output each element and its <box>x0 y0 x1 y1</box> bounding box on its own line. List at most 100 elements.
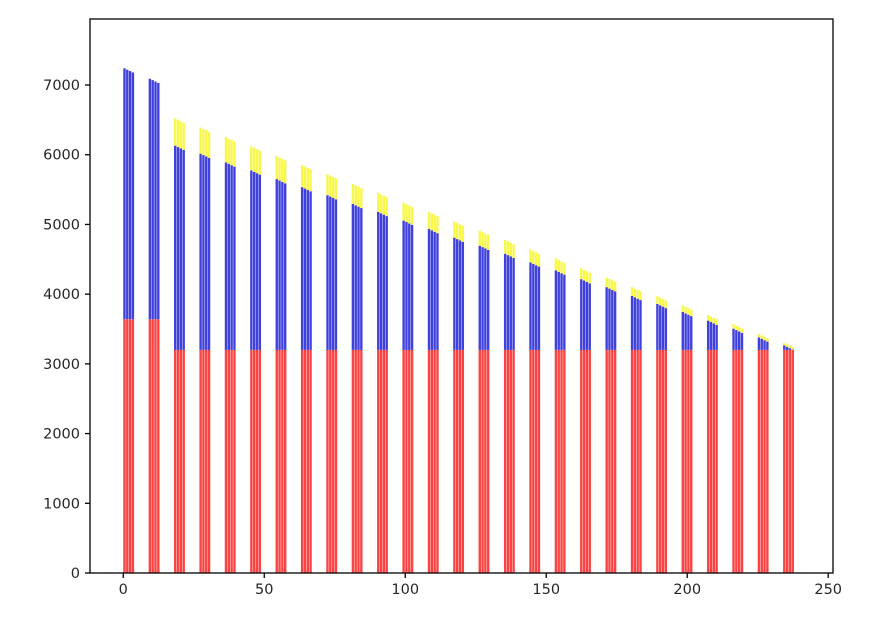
yellow-bar-segment <box>405 204 408 222</box>
blue-bar-segment <box>227 163 230 350</box>
red-bar-segment <box>709 349 713 573</box>
yellow-bar-segment <box>554 258 558 271</box>
blue-bar-segment <box>506 255 510 350</box>
yellow-bar-segment <box>529 249 532 263</box>
yellow-bar-segment <box>740 328 744 333</box>
blue-bar-segment <box>126 69 129 320</box>
yellow-bar-segment <box>608 278 611 289</box>
yellow-bar-segment <box>252 147 256 172</box>
red-bar-segment <box>410 349 414 573</box>
blue-bar-segment <box>608 288 611 350</box>
blue-bar-segment <box>456 239 459 350</box>
blue-bar-segment <box>557 271 560 350</box>
yellow-bar-segment <box>706 315 710 321</box>
yellow-bar-segment <box>484 233 487 249</box>
red-bar-segment <box>478 349 481 573</box>
blue-bar-segment <box>706 320 710 350</box>
x-tick-label: 50 <box>255 582 273 598</box>
red-bar-segment <box>563 349 566 573</box>
red-bar-segment <box>715 349 718 573</box>
yellow-bar-segment <box>481 232 484 248</box>
red-bar-segment <box>791 349 794 573</box>
blue-bar-segment <box>588 283 591 350</box>
blue-bar-segment <box>427 228 431 350</box>
yellow-bar-segment <box>757 333 761 338</box>
blue-bar-segment <box>255 173 259 350</box>
y-tick-label: 5000 <box>43 217 80 233</box>
red-bar-segment <box>360 349 363 573</box>
red-bar-segment <box>405 349 408 573</box>
red-bar-segment <box>408 349 411 573</box>
red-bar-segment <box>430 349 434 573</box>
yellow-bar-segment <box>503 239 507 254</box>
blue-bar-segment <box>148 78 152 320</box>
red-bar-segment <box>300 349 304 573</box>
blue-bar-segment <box>303 188 307 350</box>
red-bar-segment <box>331 349 335 573</box>
blue-bar-segment <box>487 249 490 350</box>
blue-bar-segment <box>478 245 481 350</box>
red-bar-segment <box>608 349 611 573</box>
red-bar-segment <box>684 349 687 573</box>
blue-bar-segment <box>512 257 515 350</box>
red-bar-segment <box>763 349 766 573</box>
x-tick-label: 200 <box>673 582 701 598</box>
red-bar-segment <box>656 349 659 573</box>
blue-bar-segment <box>233 166 236 350</box>
blue-bar-segment <box>300 187 304 350</box>
yellow-bar-segment <box>382 195 386 215</box>
yellow-bar-segment <box>207 131 211 158</box>
red-bar-segment <box>664 349 668 573</box>
yellow-bar-segment <box>636 289 639 299</box>
blue-bar-segment <box>306 189 309 350</box>
blue-bar-segment <box>433 231 436 350</box>
blue-bar-segment <box>715 324 718 350</box>
red-bar-segment <box>281 349 284 573</box>
red-bar-segment <box>506 349 510 573</box>
red-bar-segment <box>639 349 642 573</box>
red-bar-segment <box>157 319 160 573</box>
red-bar-segment <box>659 349 662 573</box>
yellow-bar-segment <box>783 342 786 346</box>
yellow-bar-segment <box>760 335 763 339</box>
yellow-bar-segment <box>300 165 304 188</box>
red-bar-segment <box>458 349 462 573</box>
yellow-bar-segment <box>278 157 281 181</box>
red-bar-segment <box>605 349 608 573</box>
blue-bar-segment <box>630 295 634 350</box>
red-bar-segment <box>588 349 591 573</box>
yellow-bar-segment <box>284 160 287 184</box>
blue-bar-segment <box>582 280 586 350</box>
yellow-bar-segment <box>182 122 185 150</box>
red-bar-segment <box>433 349 436 573</box>
yellow-bar-segment <box>306 167 309 190</box>
yellow-bar-segment <box>461 225 465 242</box>
yellow-bar-segment <box>690 309 693 317</box>
yellow-bar-segment <box>427 211 431 229</box>
yellow-bar-segment <box>250 146 253 171</box>
red-bar-segment <box>227 349 230 573</box>
red-bar-segment <box>661 349 665 573</box>
blue-bar-segment <box>278 180 281 350</box>
x-tick-label: 100 <box>391 582 419 598</box>
red-bar-segment <box>529 349 532 573</box>
red-bar-segment <box>512 349 515 573</box>
red-bar-segment <box>537 349 541 573</box>
blue-bar-segment <box>766 341 769 350</box>
red-bar-segment <box>690 349 693 573</box>
red-bar-segment <box>534 349 538 573</box>
y-tick-label: 4000 <box>43 287 80 303</box>
blue-bar-segment <box>258 174 262 350</box>
red-bar-segment <box>309 349 312 573</box>
yellow-bar-segment <box>385 197 388 217</box>
blue-bar-segment <box>252 171 256 350</box>
yellow-bar-segment <box>785 344 789 347</box>
yellow-bar-segment <box>205 130 208 157</box>
yellow-bar-segment <box>735 325 738 331</box>
yellow-bar-segment <box>791 347 794 350</box>
yellow-bar-segment <box>255 149 259 174</box>
blue-bar-segment <box>385 216 388 350</box>
red-bar-segment <box>126 319 129 573</box>
blue-bar-segment <box>554 270 558 350</box>
yellow-bar-segment <box>656 296 659 304</box>
